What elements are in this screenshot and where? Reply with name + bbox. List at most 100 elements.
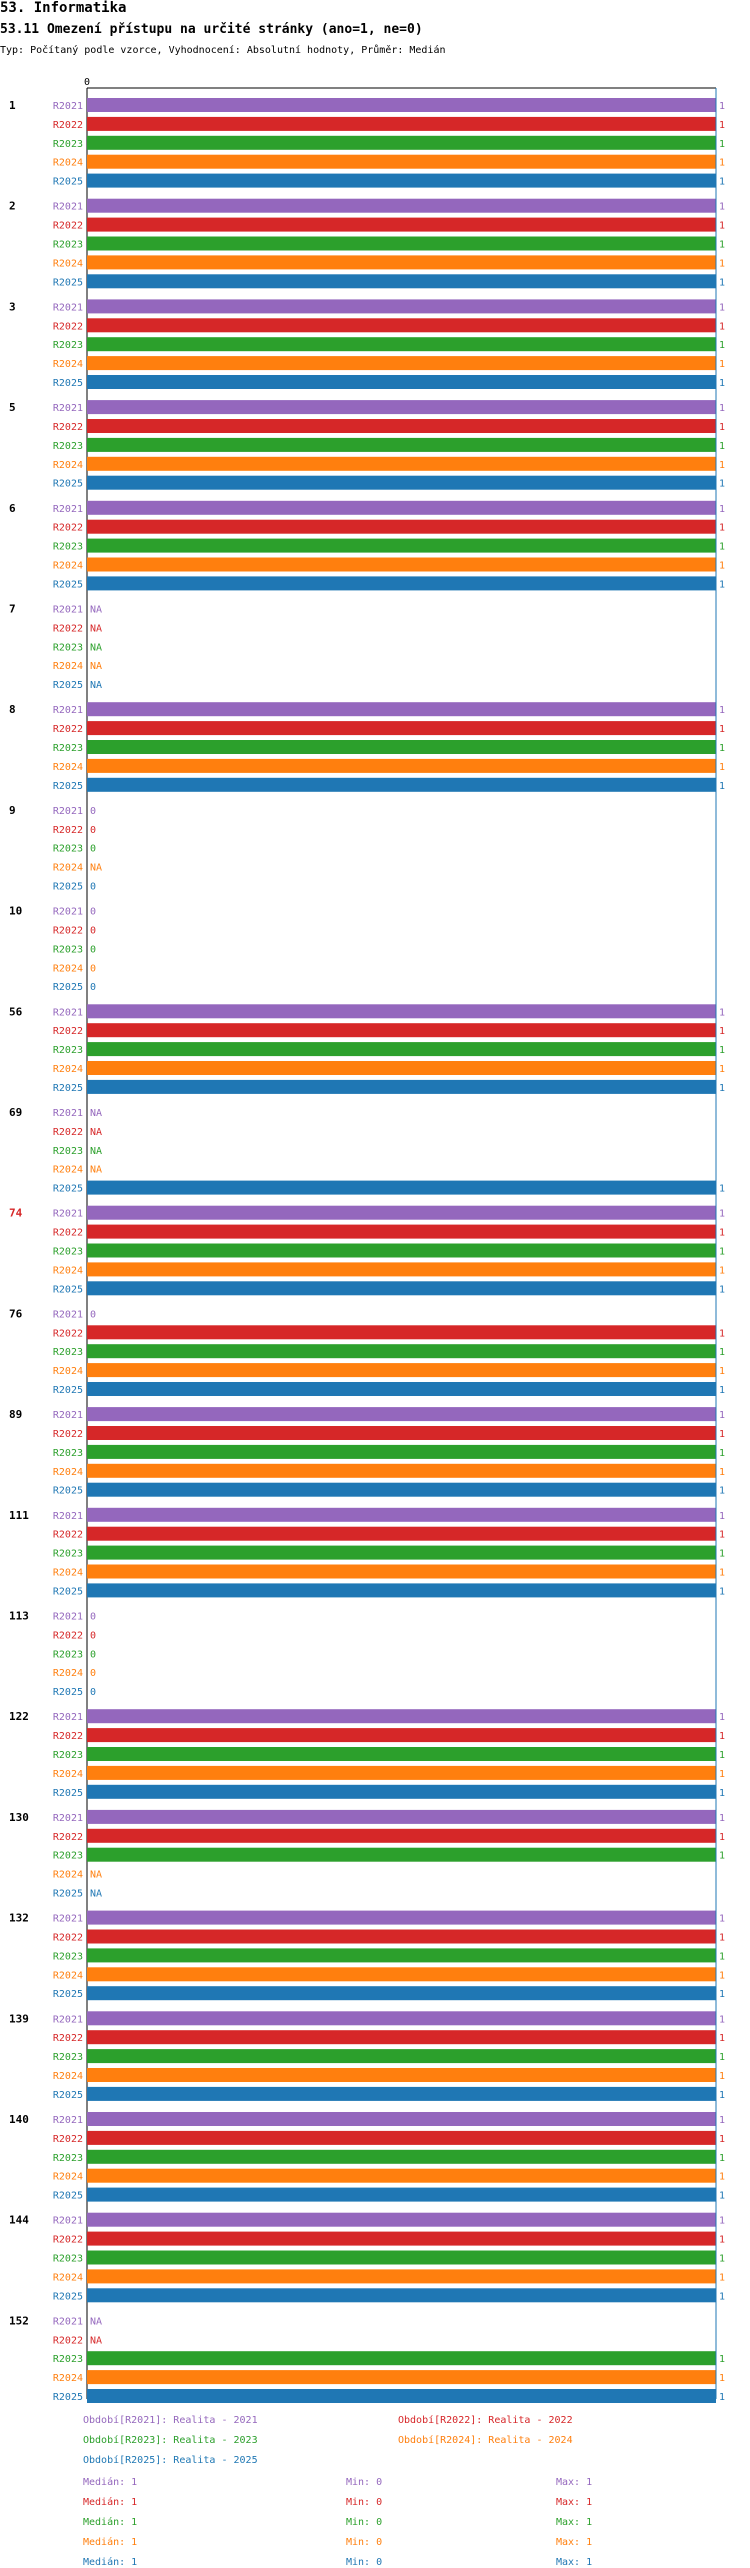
bar xyxy=(87,1444,716,1459)
chart-meta: Typ: Počítaný podle vzorce, Vyhodnocení:… xyxy=(0,45,446,56)
data-label: 1 xyxy=(719,139,725,150)
series-label: R2024 xyxy=(53,1467,83,1478)
data-label: 1 xyxy=(719,1989,725,2000)
data-label: NA xyxy=(90,2335,102,2346)
series-label: R2021 xyxy=(53,2316,83,2327)
bar xyxy=(87,538,716,553)
data-label: 1 xyxy=(719,2191,725,2202)
data-label: 0 xyxy=(90,907,96,918)
data-label: 1 xyxy=(719,120,725,131)
bar xyxy=(87,2250,716,2265)
bar xyxy=(87,1847,716,1862)
bar xyxy=(87,777,716,792)
bar xyxy=(87,500,716,515)
bar xyxy=(87,2231,716,2246)
series-label: R2022 xyxy=(53,1328,83,1339)
bar xyxy=(87,2086,716,2101)
series-label: R2022 xyxy=(53,2235,83,2246)
data-label: 1 xyxy=(719,2153,725,2164)
series-label: R2025 xyxy=(53,1989,83,2000)
data-label: 0 xyxy=(90,944,96,955)
series-label: R2023 xyxy=(53,944,83,955)
series-label: R2022 xyxy=(53,1026,83,1037)
data-label: 1 xyxy=(719,2373,725,2384)
series-label: R2024 xyxy=(53,1165,83,1176)
category-label: 10 xyxy=(9,905,22,918)
bar xyxy=(87,154,716,169)
series-label: R2023 xyxy=(53,139,83,150)
series-label: R2025 xyxy=(53,2191,83,2202)
data-label: 1 xyxy=(719,1026,725,1037)
data-label: 1 xyxy=(719,1933,725,1944)
data-label: NA xyxy=(90,1889,102,1900)
bar xyxy=(87,1809,716,1824)
data-label: 0 xyxy=(90,926,96,937)
bar xyxy=(87,255,716,270)
bar xyxy=(87,2011,716,2026)
data-label: 1 xyxy=(719,2216,725,2227)
data-label: 1 xyxy=(719,2172,725,2183)
bar xyxy=(87,2068,716,2082)
legend-stat-max: Max: 1 xyxy=(556,2497,593,2508)
data-label: 1 xyxy=(719,1366,725,1377)
data-label: 1 xyxy=(719,2392,725,2403)
category-label: 3 xyxy=(9,300,16,313)
data-label: 1 xyxy=(719,202,725,213)
bar xyxy=(87,217,716,232)
data-label: 1 xyxy=(719,359,725,370)
bar xyxy=(87,2168,716,2183)
series-label: R2025 xyxy=(53,680,83,691)
chart-title: 53. Informatika xyxy=(0,0,127,16)
series-label: R2025 xyxy=(53,1284,83,1295)
category-label: 2 xyxy=(9,200,16,213)
bar xyxy=(87,98,716,112)
series-label: R2025 xyxy=(53,479,83,490)
bar xyxy=(87,1747,716,1761)
data-label: NA xyxy=(90,1108,102,1119)
series-label: R2021 xyxy=(53,1108,83,1119)
series-label: R2023 xyxy=(53,441,83,452)
data-label: 1 xyxy=(719,1385,725,1396)
bar xyxy=(87,702,716,717)
series-label: R2025 xyxy=(53,1184,83,1195)
data-label: 1 xyxy=(719,1568,725,1579)
bar xyxy=(87,557,716,572)
series-label: R2024 xyxy=(53,1568,83,1579)
bar xyxy=(87,721,716,736)
series-label: R2023 xyxy=(53,1750,83,1761)
series-label: R2021 xyxy=(53,1511,83,1522)
data-label: 1 xyxy=(719,240,725,251)
data-label: 1 xyxy=(719,1448,725,1459)
category-label: 140 xyxy=(9,2113,29,2126)
series-label: R2021 xyxy=(53,806,83,817)
bar xyxy=(87,1986,716,2001)
bar xyxy=(87,1382,716,1396)
legend-stat-median: Medián: 1 xyxy=(83,2477,138,2488)
data-label: 1 xyxy=(719,2033,725,2044)
bar xyxy=(87,1482,716,1497)
series-label: R2021 xyxy=(53,1209,83,1220)
bar xyxy=(87,274,716,289)
data-label: 1 xyxy=(719,441,725,452)
bar xyxy=(87,299,716,314)
data-label: 1 xyxy=(719,1530,725,1541)
data-label: 1 xyxy=(719,302,725,313)
bar xyxy=(87,419,716,433)
data-label: 1 xyxy=(719,1731,725,1742)
series-label: R2022 xyxy=(53,2033,83,2044)
series-label: R2024 xyxy=(53,2071,83,2082)
series-label: R2021 xyxy=(53,1410,83,1421)
series-label: R2021 xyxy=(53,1309,83,1320)
category-label: 9 xyxy=(9,804,16,817)
series-label: R2023 xyxy=(53,1851,83,1862)
series-label: R2023 xyxy=(53,1549,83,1560)
series-label: R2023 xyxy=(53,240,83,251)
bar xyxy=(87,2187,716,2202)
bar xyxy=(87,740,716,754)
category-label: 139 xyxy=(9,2012,29,2025)
series-label: R2022 xyxy=(53,623,83,634)
series-label: R2024 xyxy=(53,2172,83,2183)
legend-period-R2022: Období[R2022]: Realita - 2022 xyxy=(398,2415,573,2426)
data-label: 1 xyxy=(719,1064,725,1075)
series-label: R2021 xyxy=(53,2014,83,2025)
